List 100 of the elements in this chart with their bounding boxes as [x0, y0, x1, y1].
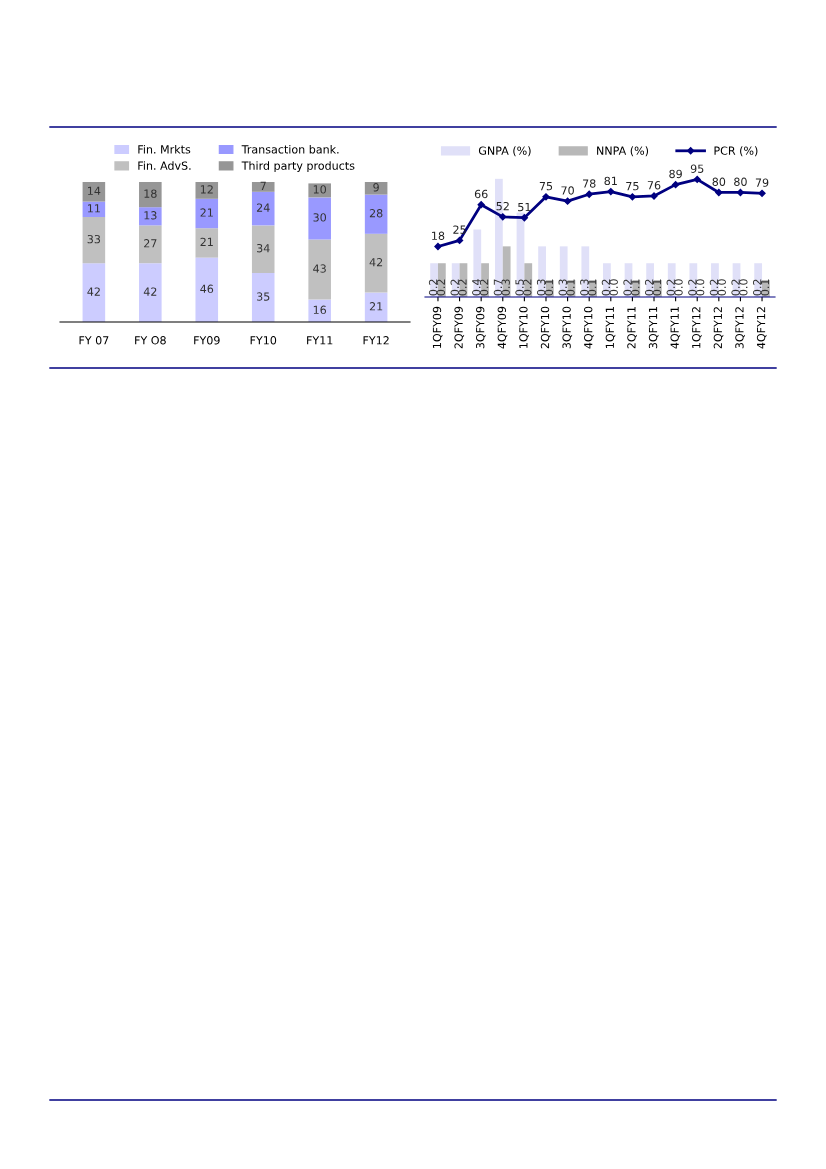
data-label: 51 — [518, 202, 531, 212]
bar — [364, 182, 388, 195]
data-label: 0.2 — [458, 279, 467, 296]
point — [693, 175, 701, 184]
data-label: 25 — [453, 225, 466, 234]
data-label: 0.1 — [652, 279, 662, 296]
data-label: 0.2 — [450, 279, 459, 296]
point — [434, 242, 442, 251]
legend-label: Fin. AdvS. — [138, 161, 191, 170]
data-label: 0.4 — [472, 279, 481, 296]
data-label: 0.2 — [688, 279, 697, 296]
data-label: 70 — [561, 186, 574, 195]
x-tick-label: 3QFY12 — [735, 307, 745, 349]
data-label: 0.3 — [536, 279, 546, 296]
bar — [139, 182, 162, 208]
bar — [139, 263, 162, 322]
data-label: 28 — [369, 209, 383, 218]
data-label: 27 — [144, 239, 157, 248]
legend-label: Third party products — [241, 161, 355, 172]
data-label: 0.2 — [428, 279, 438, 296]
x-tick-label: 2QFY12 — [713, 307, 724, 349]
bar — [473, 229, 482, 297]
bar — [502, 246, 511, 297]
bar — [82, 263, 106, 322]
bar — [195, 182, 219, 199]
x-tick-label: 3QFY10 — [562, 306, 573, 349]
bar — [559, 246, 568, 297]
data-label: 0.2 — [436, 279, 446, 296]
x-tick-label: 1QFY10 — [519, 306, 529, 348]
x-tick-label: 2QFY09 — [454, 306, 465, 349]
point — [563, 197, 572, 205]
x-tick-label: 3QFY11 — [648, 307, 659, 349]
data-label: 16 — [313, 305, 327, 315]
bar — [364, 194, 388, 234]
data-label: 81 — [604, 176, 617, 186]
data-label: 0.5 — [515, 279, 524, 296]
point — [542, 193, 550, 201]
data-label: 7 — [260, 181, 266, 190]
x-tick-label: 1QFY09 — [432, 306, 443, 348]
x-tick-label: FY O8 — [135, 336, 166, 345]
bar — [139, 225, 162, 264]
data-label: 0.2 — [523, 279, 532, 296]
data-label: 0.0 — [695, 279, 705, 296]
point — [499, 213, 507, 221]
point — [758, 189, 766, 197]
data-label: 89 — [669, 169, 682, 179]
x-tick-label: FY 07 — [79, 336, 109, 345]
data-label: 66 — [474, 189, 488, 199]
bar — [251, 273, 275, 322]
legend-label: Fin. Mrkts — [138, 144, 191, 154]
bar — [82, 217, 106, 264]
legend-label: NNPA (%) — [597, 146, 649, 157]
data-label: 75 — [539, 182, 553, 191]
data-label: 0.2 — [709, 279, 719, 296]
data-label: 80 — [712, 177, 726, 186]
data-label: 21 — [200, 208, 213, 217]
point — [607, 187, 615, 196]
data-label: 33 — [87, 234, 101, 244]
data-label: 0.0 — [609, 279, 618, 296]
data-label: 42 — [143, 287, 157, 296]
data-label: 0.3 — [558, 279, 567, 296]
data-label: 11 — [88, 204, 100, 213]
data-label: 42 — [87, 287, 100, 296]
data-label: 18 — [144, 189, 157, 198]
data-label: 0.1 — [544, 279, 554, 296]
data-label: 46 — [200, 284, 214, 294]
point — [628, 193, 637, 201]
legend-label: Transaction bank. — [241, 144, 339, 154]
x-tick-label: 4QFY11 — [670, 307, 681, 349]
point — [520, 214, 529, 222]
x-tick-label: 1QFY11 — [605, 307, 616, 348]
data-label: 0.1 — [760, 279, 770, 296]
bar — [195, 228, 219, 258]
data-label: 0.2 — [623, 279, 632, 296]
data-label: 0.1 — [631, 279, 640, 296]
data-label: 95 — [690, 164, 704, 173]
data-label: 0.7 — [493, 279, 503, 296]
data-label: 18 — [432, 231, 445, 240]
data-label: 34 — [257, 244, 270, 253]
data-label: 42 — [369, 258, 383, 267]
point — [736, 188, 745, 197]
data-label: 0.3 — [580, 279, 589, 296]
data-label: 35 — [257, 292, 270, 301]
bar — [581, 246, 590, 297]
data-label: 24 — [256, 203, 270, 212]
legend-label: PCR (%) — [714, 146, 758, 157]
point — [715, 188, 723, 197]
bar — [437, 263, 446, 297]
x-tick-label: 1QFY12 — [692, 307, 702, 348]
bar — [364, 233, 388, 293]
x-tick-label: 2QFY10 — [540, 306, 551, 349]
x-tick-label: FY12 — [363, 336, 389, 345]
data-label: 30 — [313, 213, 327, 222]
x-tick-label: FY09 — [194, 336, 220, 345]
data-label: 21 — [369, 302, 383, 311]
x-tick-label: FY11 — [307, 336, 333, 345]
x-tick-label: 4QFY09 — [497, 306, 508, 349]
x-tick-label: 3QFY09 — [475, 306, 486, 349]
legend-label: GNPA (%) — [478, 146, 531, 157]
bar — [538, 246, 546, 297]
